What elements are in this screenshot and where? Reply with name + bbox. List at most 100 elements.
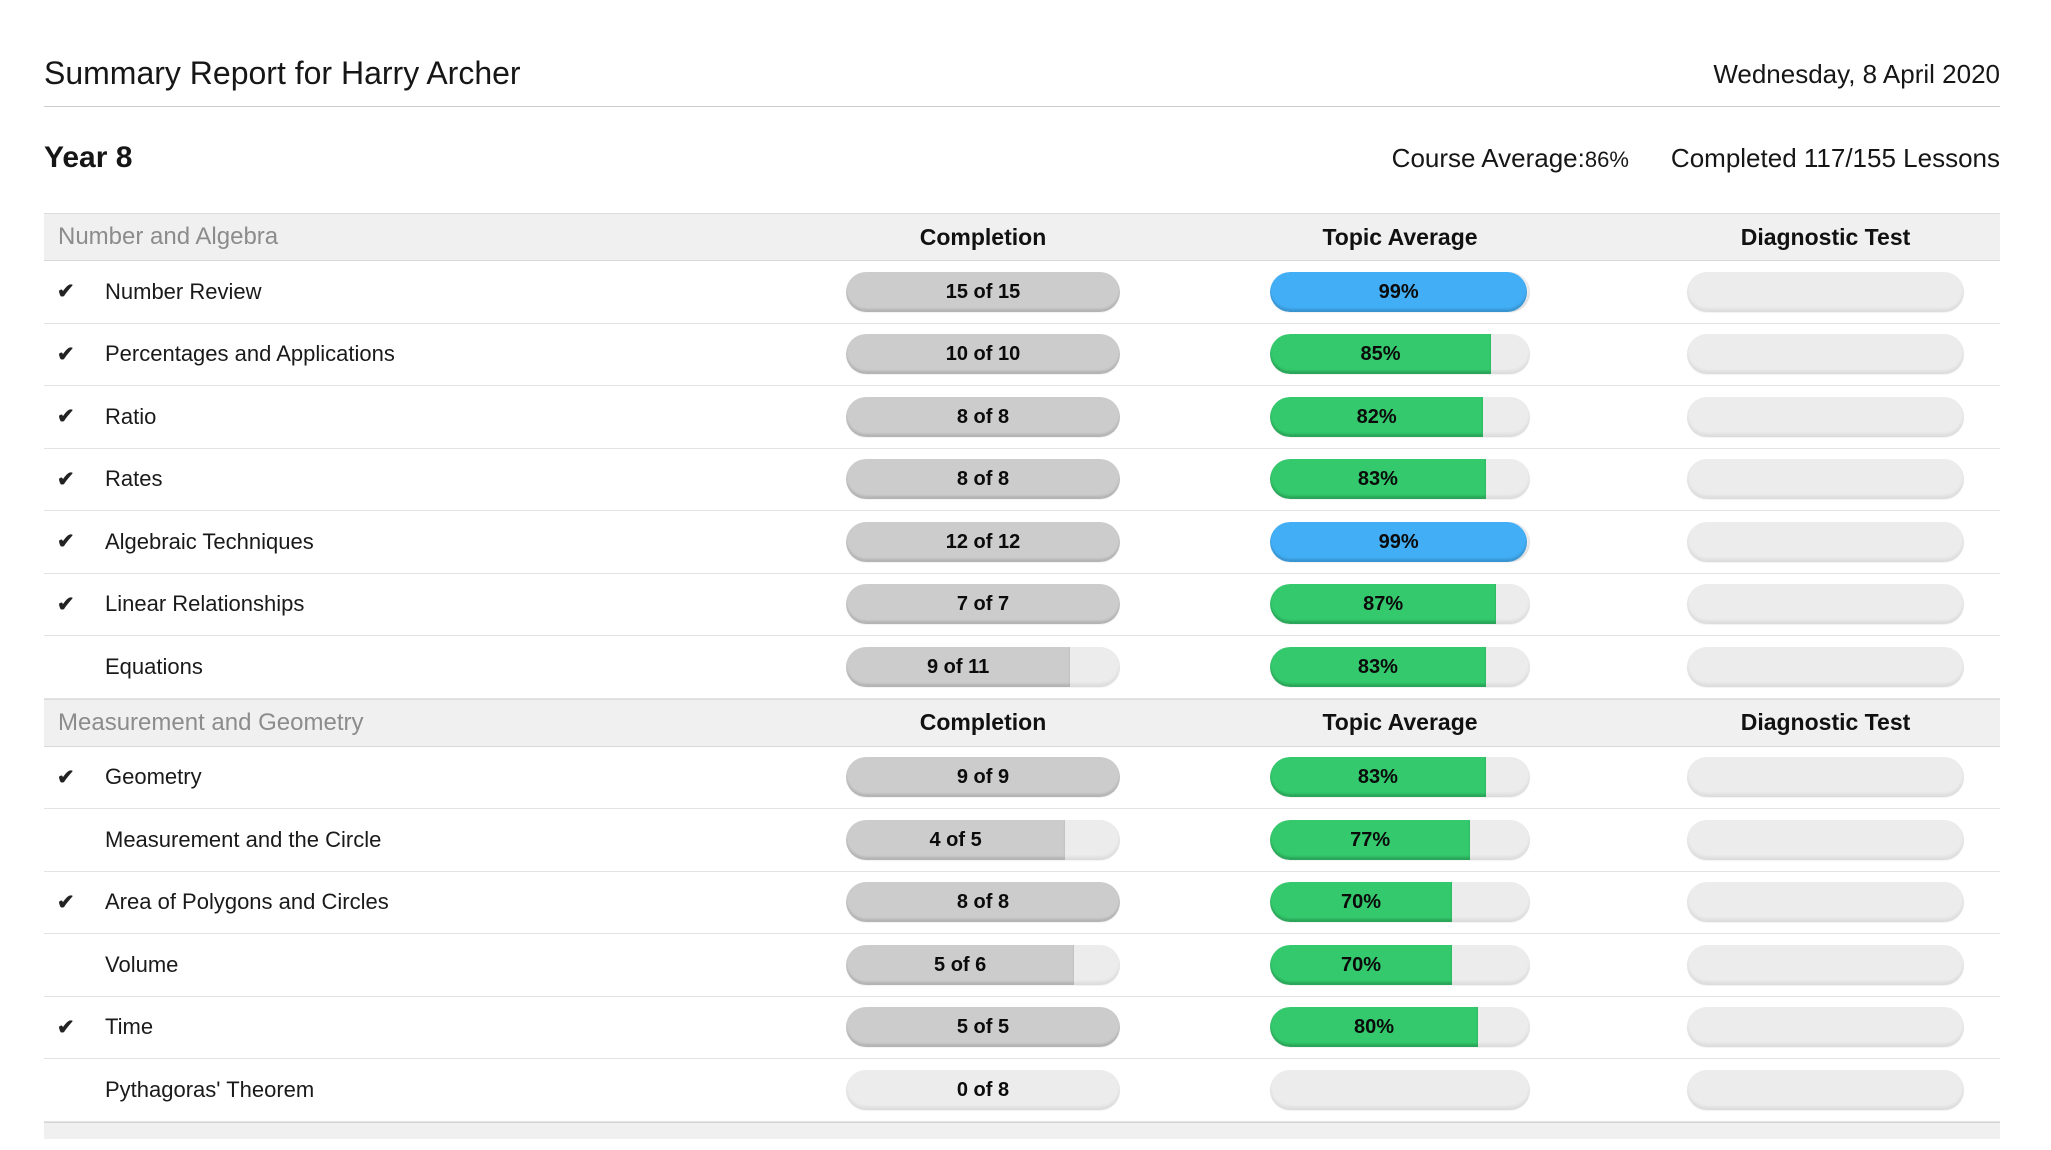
diagnostic-test-cell (1687, 271, 1964, 312)
topic-average-pill-label: 83% (1357, 468, 1398, 491)
topic-average-cell: 77% (1270, 819, 1530, 860)
section-label: Number and Algebra (58, 223, 279, 250)
topic-average-pill-label: 99% (1378, 280, 1419, 303)
diagnostic-test-pill (1687, 882, 1964, 923)
topic-average-cell (1270, 1069, 1530, 1110)
page-title: Summary Report for Harry Archer (44, 55, 521, 91)
topic-average-pill: 99% (1270, 521, 1530, 562)
topic-name: Linear Relationships (105, 591, 305, 617)
topic-name: Rates (105, 466, 163, 492)
completion-pill-label: 8 of 8 (956, 468, 1010, 491)
completion-cell: 8 of 8 (846, 396, 1120, 437)
diagnostic-test-cell (1687, 334, 1964, 375)
topic-average-pill: 70% (1270, 944, 1530, 985)
diagnostic-test-pill (1687, 271, 1964, 312)
completion-pill-fill (846, 334, 1120, 375)
completion-pill-fill (846, 757, 1120, 798)
completion-pill: 0 of 8 (846, 1069, 1120, 1110)
completion-cell: 5 of 5 (846, 1007, 1120, 1048)
topic-average-pill: 82% (1270, 396, 1530, 437)
completion-cell: 0 of 8 (846, 1069, 1120, 1110)
diagnostic-test-cell (1687, 646, 1964, 687)
topic-cell: Volume (44, 952, 846, 978)
diagnostic-test-cell (1687, 1007, 1964, 1048)
topic-average-pill-fill (1270, 396, 1484, 437)
diagnostic-test-pill (1687, 459, 1964, 500)
topic-average-pill-label: 70% (1340, 953, 1382, 976)
completion-pill: 5 of 6 (846, 944, 1120, 985)
course-average: Course Average:86% (1392, 143, 1629, 174)
topic-average-pill-label: 85% (1360, 343, 1401, 366)
completion-pill-fill (846, 271, 1120, 312)
topic-average-cell: 99% (1270, 271, 1530, 312)
topic-name: Equations (105, 653, 203, 679)
completion-pill: 9 of 9 (846, 757, 1120, 798)
diagnostic-test-pill (1687, 646, 1964, 687)
check-icon: ✔ (57, 467, 75, 491)
completion-pill: 7 of 7 (846, 584, 1120, 625)
topic-average-pill-fill (1270, 646, 1486, 687)
completion-pill: 8 of 8 (846, 396, 1120, 437)
topic-cell: ✔ Number Review (44, 279, 846, 305)
diagnostic-test-pill (1687, 757, 1964, 798)
truncated-section-band (44, 1121, 2000, 1139)
course-stats: Course Average:86% Completed 117/155 Les… (1392, 143, 2000, 174)
completion-pill-fill (846, 944, 1075, 985)
topic-row: ✔ Linear Relationships 7 of 7 87% (44, 573, 2000, 636)
completion-pill: 5 of 5 (846, 1007, 1120, 1048)
topic-cell: ✔ Algebraic Techniques (44, 529, 846, 555)
topic-average-pill: 77% (1270, 819, 1530, 860)
topics-table: Number and Algebra Completion Topic Averag… (44, 213, 2000, 1122)
diagnostic-test-cell (1687, 396, 1964, 437)
check-icon: ✔ (57, 765, 75, 789)
topic-average-pill-label: 99% (1378, 530, 1419, 553)
completion-pill: 8 of 8 (846, 882, 1120, 923)
section-header-0: Number and Algebra Completion Topic Averag… (44, 213, 2000, 261)
diagnostic-test-cell (1687, 819, 1964, 860)
column-header-completion: Completion (919, 223, 1047, 250)
topic-row: ✔ Time 5 of 5 80% (44, 996, 2000, 1059)
check-icon: ✔ (57, 530, 75, 554)
completion-pill-label: 5 of 5 (956, 1016, 1010, 1039)
diagnostic-test-pill (1687, 1007, 1964, 1048)
completion-pill: 9 of 11 (846, 646, 1120, 687)
topic-average-cell: 70% (1270, 944, 1530, 985)
topic-row: ✔ Algebraic Techniques 12 of 12 99% (44, 511, 2000, 574)
completion-pill-label: 5 of 6 (934, 953, 987, 976)
topic-row: ✔ Geometry 9 of 9 83% (44, 746, 2000, 809)
topic-average-pill: 70% (1270, 882, 1530, 923)
topic-average-pill: 83% (1270, 757, 1530, 798)
completion-pill-label: 7 of 7 (956, 593, 1010, 616)
topic-average-pill-fill (1270, 271, 1528, 312)
topic-name: Geometry (105, 764, 202, 790)
diagnostic-test-cell (1687, 757, 1964, 798)
topic-row: ✔ Percentages and Applications 10 of 10 85% (44, 323, 2000, 386)
section-label: Measurement and Geometry (58, 708, 364, 736)
completion-pill-label: 9 of 11 (926, 655, 990, 678)
topic-average-pill: 99% (1270, 271, 1530, 312)
diagnostic-test-pill (1687, 944, 1964, 985)
section-header-1: Measurement and Geometry Completion Topic … (44, 698, 2000, 747)
completion-cell: 9 of 9 (846, 757, 1120, 798)
topic-row: ✔ Rates 8 of 8 83% (44, 448, 2000, 511)
diagnostic-test-pill (1687, 1069, 1964, 1110)
completion-pill: 12 of 12 (846, 521, 1120, 562)
topic-average-pill-fill (1270, 459, 1486, 500)
report-date: Wednesday, 8 April 2020 (1713, 59, 2000, 89)
topic-average-pill-label: 83% (1357, 655, 1398, 678)
diagnostic-test-cell (1687, 944, 1964, 985)
column-header-topic-average: Topic Average (1322, 709, 1478, 735)
diagnostic-test-pill (1687, 584, 1964, 625)
topic-average-cell: 83% (1270, 459, 1530, 500)
diagnostic-test-cell (1687, 459, 1964, 500)
topic-average-pill-fill (1270, 1007, 1478, 1048)
check-icon: ✔ (57, 342, 75, 366)
completion-cell: 12 of 12 (846, 521, 1120, 562)
topic-cell: Equations (44, 654, 846, 680)
column-header-topic-average: Topic Average (1322, 223, 1478, 250)
completion-pill: 10 of 10 (846, 334, 1120, 375)
completed-lessons: Completed 117/155 Lessons (1670, 143, 2000, 173)
completion-cell: 8 of 8 (846, 459, 1120, 500)
topic-average-pill: 85% (1270, 334, 1530, 375)
completion-pill-fill (846, 521, 1120, 562)
